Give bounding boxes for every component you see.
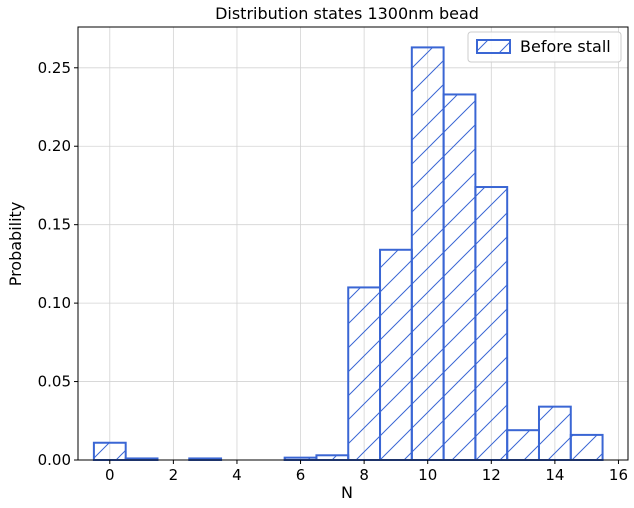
- bar: [315, 454, 350, 462]
- y-axis: 0.00 0.05 0.10 0.15 0.20 0.25: [38, 59, 78, 469]
- y-axis-label: Probability: [6, 202, 25, 287]
- chart-title: Distribution states 1300nm bead: [215, 4, 479, 23]
- bar: [537, 405, 572, 462]
- bar: [474, 186, 509, 462]
- bar: [92, 441, 127, 462]
- x-tick-label: 6: [296, 466, 306, 484]
- bars: [92, 46, 604, 462]
- legend-swatch: [476, 39, 511, 54]
- y-tick-label: 0.00: [38, 451, 71, 469]
- x-tick-label: 8: [359, 466, 369, 484]
- plot-frame: [77, 26, 629, 461]
- bar: [410, 46, 445, 461]
- x-tick-label: 16: [609, 466, 628, 484]
- x-tick-label: 4: [232, 466, 242, 484]
- x-tick-label: 12: [482, 466, 501, 484]
- bar: [506, 429, 540, 461]
- x-tick-label: 10: [418, 466, 437, 484]
- y-tick-label: 0.05: [38, 373, 71, 391]
- bar: [347, 286, 382, 462]
- bar: [442, 93, 477, 461]
- x-tick-label: 0: [105, 466, 115, 484]
- bar: [379, 248, 413, 461]
- x-axis-label: N: [341, 483, 353, 502]
- x-axis: 0 2 4 6 8 10 12 14 16: [105, 460, 628, 484]
- y-tick-label: 0.20: [38, 137, 71, 155]
- y-tick-label: 0.25: [38, 59, 71, 77]
- legend: Before stall: [467, 31, 622, 63]
- legend-label: Before stall: [520, 37, 611, 56]
- x-tick-label: 14: [545, 466, 564, 484]
- bar: [569, 433, 604, 462]
- y-tick-label: 0.10: [38, 294, 71, 312]
- x-tick-label: 2: [169, 466, 179, 484]
- y-tick-label: 0.15: [38, 216, 71, 234]
